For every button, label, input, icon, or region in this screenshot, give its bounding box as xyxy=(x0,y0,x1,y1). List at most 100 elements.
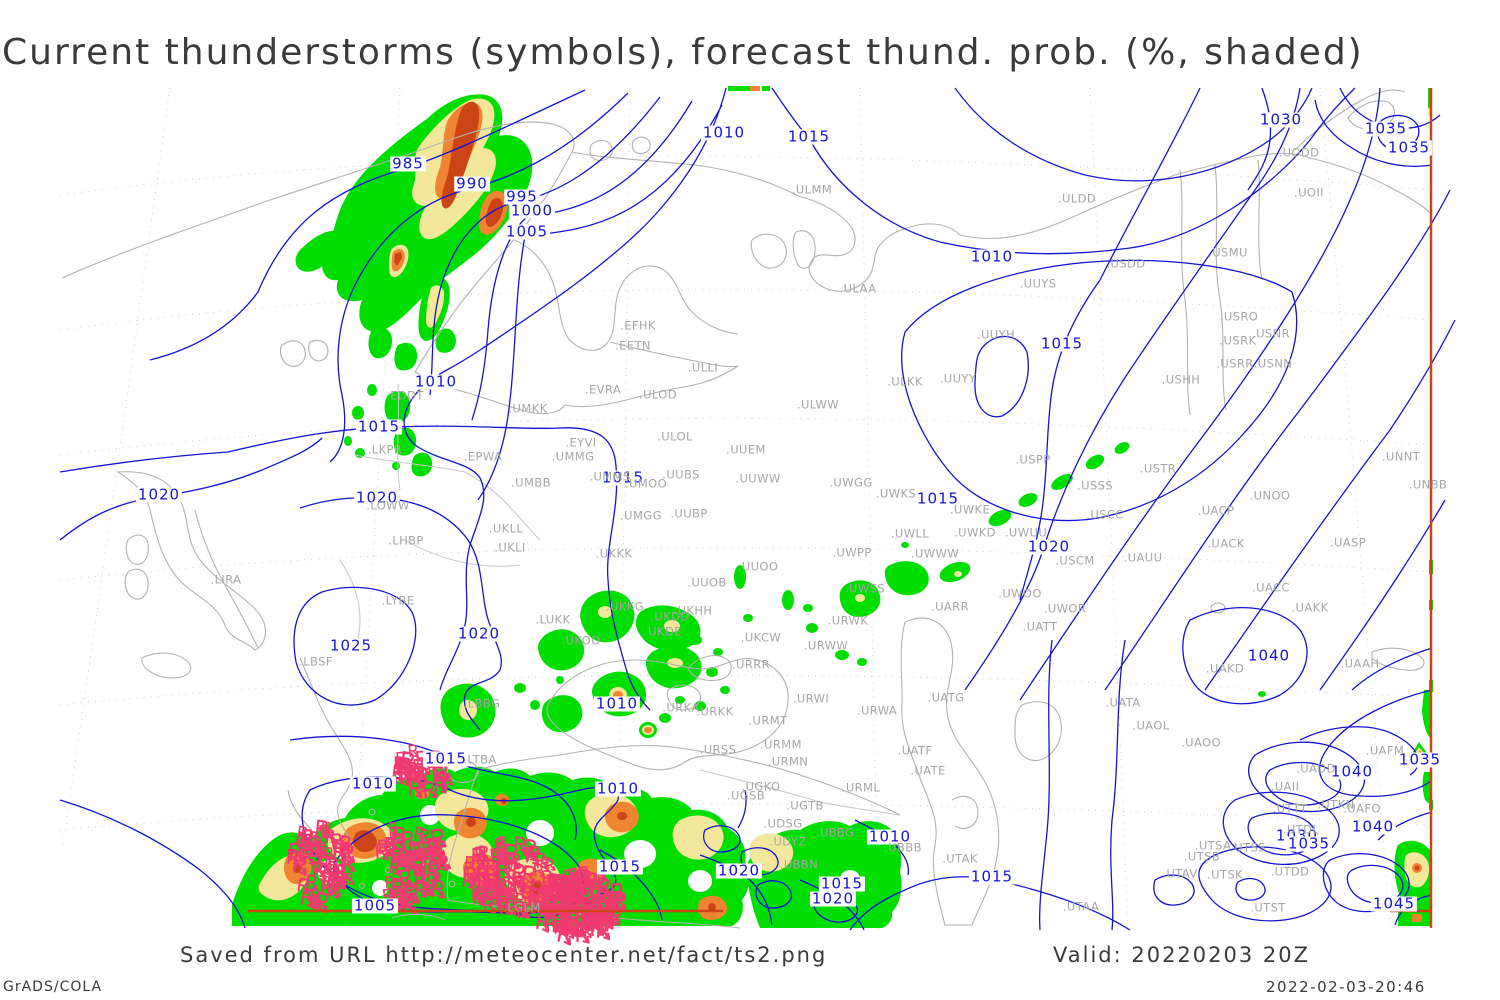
thunderstorm-symbol xyxy=(534,852,549,869)
thunderstorm-symbol xyxy=(556,884,570,903)
station-label: .UTSK xyxy=(1207,867,1243,882)
station-label: .UDYZ xyxy=(769,834,807,849)
station-label: .URMT xyxy=(748,713,788,728)
station-label: .UAFM xyxy=(1365,743,1405,758)
station-label: .UKDD xyxy=(650,609,690,624)
station-label: .UNOO xyxy=(1249,488,1291,503)
thunderstorm-symbol xyxy=(515,892,525,908)
station-label: .UUOO xyxy=(737,559,779,574)
thunderstorm-symbol xyxy=(414,826,425,843)
thunderstorm-symbol xyxy=(613,891,626,911)
station-label: .UTAA xyxy=(1062,899,1100,914)
thunderstorm-symbol xyxy=(608,892,621,911)
thunderstorm-symbol xyxy=(438,857,449,871)
pressure-label: 1040 xyxy=(1245,646,1293,665)
station-label: .UAUU xyxy=(1123,550,1163,565)
station-label: .UGTB xyxy=(786,798,824,813)
pressure-label: 1035 xyxy=(1396,750,1444,769)
thunderstorm-symbol xyxy=(426,873,438,888)
station-label: .LHBP xyxy=(388,533,424,548)
thunderstorm-symbol xyxy=(396,751,407,765)
thunderstorm-symbol xyxy=(487,873,504,891)
thunderstorm-symbol xyxy=(573,892,587,909)
station-label: .ULLI xyxy=(687,360,719,375)
station-label: .ULOL xyxy=(657,429,693,444)
thunderstorm-symbol xyxy=(394,880,405,894)
station-label: .USNR xyxy=(1252,326,1290,341)
pressure-label: 1010 xyxy=(594,779,642,798)
thunderstorm-symbol xyxy=(437,858,447,872)
station-label: .EFHK xyxy=(620,318,656,333)
thunderstorm-symbol xyxy=(405,761,418,780)
thunderstorm-symbol xyxy=(389,892,403,913)
thunderstorm-symbol xyxy=(405,885,420,904)
thunderstorm-symbol xyxy=(301,832,313,850)
thunderstorm-symbol xyxy=(584,877,594,892)
station-label: .UWOO xyxy=(998,586,1042,601)
thunderstorm-symbol xyxy=(392,764,404,782)
station-label: .UAOO xyxy=(1181,735,1221,750)
pressure-label: 1020 xyxy=(353,488,401,507)
station-label: .LIRA xyxy=(210,572,242,587)
station-label: .UNBB xyxy=(1408,477,1448,492)
thunderstorm-symbol xyxy=(326,870,340,892)
station-label: .UMBB xyxy=(511,475,551,490)
thunderstorm-symbol xyxy=(570,919,583,937)
thunderstorm-symbol xyxy=(587,912,599,930)
thunderstorm-symbol xyxy=(329,857,340,872)
thunderstorm-symbol xyxy=(402,895,418,914)
station-label: .URRR xyxy=(731,657,771,672)
pressure-label: 1040 xyxy=(1328,762,1376,781)
thunderstorm-symbol xyxy=(497,891,512,912)
station-label: .UTST xyxy=(1250,900,1286,915)
thunderstorm-symbol xyxy=(567,911,579,930)
station-label: .UMOO xyxy=(624,476,668,491)
thunderstorm-symbol xyxy=(603,908,617,927)
station-label: .UKHH xyxy=(673,603,713,618)
station-label: .LOWW xyxy=(366,498,410,513)
pressure-label: 1015 xyxy=(422,749,470,768)
thunderstorm-symbol xyxy=(318,855,331,876)
pressure-label: 1020 xyxy=(809,889,857,908)
station-label: .UKKG xyxy=(605,599,645,614)
thunderstorm-symbol xyxy=(471,853,483,870)
thunderstorm-symbol xyxy=(595,909,605,924)
thunderstorm-symbol xyxy=(472,847,486,867)
station-label: .UADD xyxy=(1296,761,1336,776)
station-label: .UKDE xyxy=(644,624,682,639)
station-label: .UTAK xyxy=(942,851,978,866)
pressure-label: 1035 xyxy=(1362,119,1410,138)
thunderstorm-symbol xyxy=(413,857,426,872)
station-label: .UMKK xyxy=(508,401,548,416)
station-label: .UAFO xyxy=(1343,801,1381,816)
generation-timestamp: 2022-02-03-20:46 xyxy=(1266,978,1426,996)
pressure-label: 1045 xyxy=(1370,894,1418,913)
pressure-label: 1035 xyxy=(1385,138,1433,157)
pressure-label: 1010 xyxy=(593,694,641,713)
thunderstorm-symbol xyxy=(336,863,350,879)
station-label: .UUYH xyxy=(976,327,1016,342)
station-label: .UWGG xyxy=(829,475,873,490)
station-label: .USPP xyxy=(1015,452,1051,467)
station-label: .UAII xyxy=(1270,779,1300,794)
station-label: .USCM xyxy=(1055,553,1095,568)
thunderstorm-symbol xyxy=(408,744,419,758)
thunderstorm-symbol xyxy=(422,763,431,776)
page-title: Current thunderstorms (symbols), forecas… xyxy=(2,32,1364,73)
thunderstorm-symbol xyxy=(575,868,593,888)
station-label: .UWLL xyxy=(890,526,930,541)
thunderstorm-symbol xyxy=(558,878,575,897)
thunderstorm-symbol xyxy=(434,776,447,794)
thunderstorm-symbol xyxy=(324,847,335,859)
pressure-label: 1000 xyxy=(508,201,556,220)
thunderstorm-symbol xyxy=(496,842,507,858)
thunderstorm-symbol xyxy=(593,872,606,892)
thunderstorm-symbol xyxy=(432,879,446,899)
pressure-label: 1015 xyxy=(968,867,1016,886)
shading-layer xyxy=(232,86,1435,928)
station-label: .ULAA xyxy=(839,281,877,296)
station-label: .UATG xyxy=(927,690,965,705)
pressure-label: 985 xyxy=(390,154,426,173)
thunderstorm-symbol xyxy=(592,893,605,913)
